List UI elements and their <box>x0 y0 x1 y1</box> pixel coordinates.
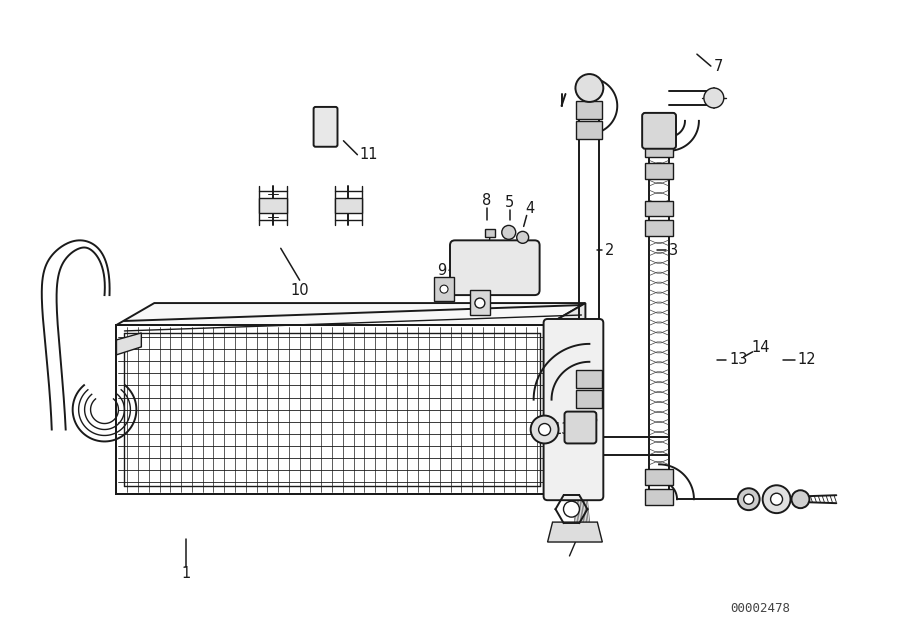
Text: 8: 8 <box>482 193 491 208</box>
FancyBboxPatch shape <box>434 277 454 301</box>
Polygon shape <box>470 290 490 315</box>
Polygon shape <box>645 489 673 505</box>
Polygon shape <box>547 522 602 542</box>
Polygon shape <box>576 370 602 388</box>
FancyBboxPatch shape <box>544 319 603 500</box>
Text: 12: 12 <box>797 352 815 367</box>
Text: 9: 9 <box>437 263 446 277</box>
Polygon shape <box>645 201 673 217</box>
Polygon shape <box>576 101 602 119</box>
Text: 7: 7 <box>714 58 724 74</box>
Polygon shape <box>116 325 547 494</box>
Text: 11: 11 <box>359 147 378 162</box>
Polygon shape <box>259 197 287 213</box>
Text: 5: 5 <box>505 195 515 210</box>
Text: 00002478: 00002478 <box>731 602 790 615</box>
Text: 2: 2 <box>605 243 614 258</box>
Polygon shape <box>116 303 585 325</box>
Text: 15: 15 <box>580 412 598 427</box>
Polygon shape <box>335 197 363 213</box>
Circle shape <box>738 488 760 510</box>
Circle shape <box>475 298 485 308</box>
FancyBboxPatch shape <box>450 240 540 295</box>
Circle shape <box>762 485 790 513</box>
Circle shape <box>502 225 516 239</box>
Circle shape <box>743 494 753 504</box>
Polygon shape <box>645 469 673 485</box>
Text: 14: 14 <box>752 340 770 356</box>
Polygon shape <box>576 121 602 139</box>
Text: 13: 13 <box>553 422 571 437</box>
Circle shape <box>531 415 559 443</box>
FancyBboxPatch shape <box>313 107 338 147</box>
Circle shape <box>575 74 603 102</box>
Text: 6: 6 <box>450 260 460 275</box>
Polygon shape <box>116 333 141 355</box>
Circle shape <box>563 501 580 517</box>
Polygon shape <box>645 220 673 236</box>
Circle shape <box>517 231 528 243</box>
Polygon shape <box>645 141 673 157</box>
Polygon shape <box>645 163 673 178</box>
Text: 3: 3 <box>669 243 678 258</box>
Text: 10: 10 <box>291 283 309 298</box>
FancyBboxPatch shape <box>564 411 597 443</box>
Circle shape <box>791 490 809 508</box>
Polygon shape <box>547 303 585 494</box>
Polygon shape <box>576 390 602 408</box>
Text: 1: 1 <box>182 566 191 582</box>
Polygon shape <box>485 229 495 237</box>
Circle shape <box>440 285 448 293</box>
Text: 13: 13 <box>730 352 748 367</box>
Text: 4: 4 <box>525 201 535 216</box>
Circle shape <box>538 424 551 436</box>
Circle shape <box>704 88 724 108</box>
Circle shape <box>770 493 782 505</box>
FancyBboxPatch shape <box>643 113 676 149</box>
